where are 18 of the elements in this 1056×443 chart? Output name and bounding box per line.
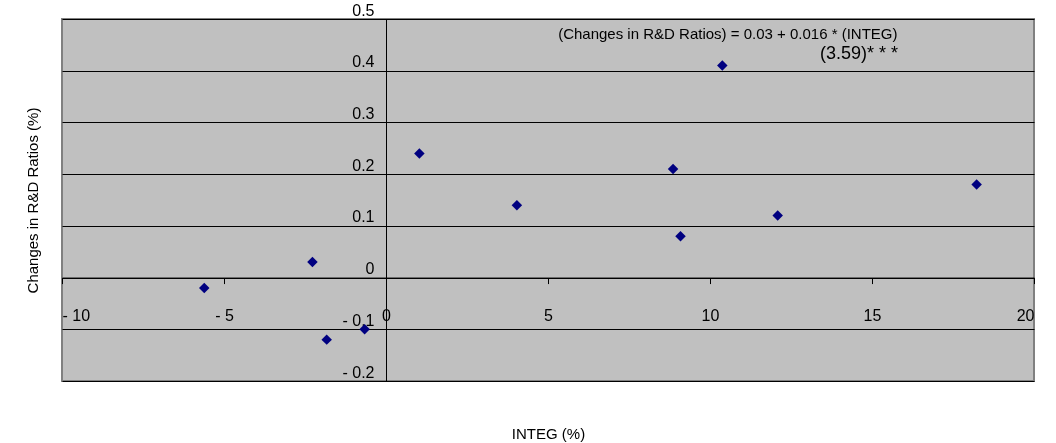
annotation: (Changes in R&D Ratios) = 0.03 + 0.016 * (INTEG) xyxy=(558,25,898,42)
y-tick-label: - 0.2 xyxy=(342,363,375,381)
x-axis-title: INTEG (%) xyxy=(511,425,586,443)
y-tick-label: 0.4 xyxy=(352,53,375,71)
x-tick-label: 15 xyxy=(863,307,882,325)
x-tick-label: 20 xyxy=(1016,307,1035,325)
x-tick-label: - 10 xyxy=(62,307,91,325)
y-tick-label: 0 xyxy=(365,260,375,278)
y-tick-label: 0.5 xyxy=(352,1,375,19)
y-axis-title: Changes in R&D Ratios (%) xyxy=(23,107,41,294)
y-tick-label: - 0.1 xyxy=(342,311,375,329)
x-tick-label: - 5 xyxy=(215,307,234,325)
y-tick-label: 0.1 xyxy=(352,208,375,226)
annotation: (3.59)* * * xyxy=(820,43,899,63)
y-tick-label: 0.3 xyxy=(352,104,375,122)
x-tick-label: 5 xyxy=(544,307,554,325)
y-tick-label: 0.2 xyxy=(352,156,375,174)
x-tick-label: 10 xyxy=(701,307,720,325)
